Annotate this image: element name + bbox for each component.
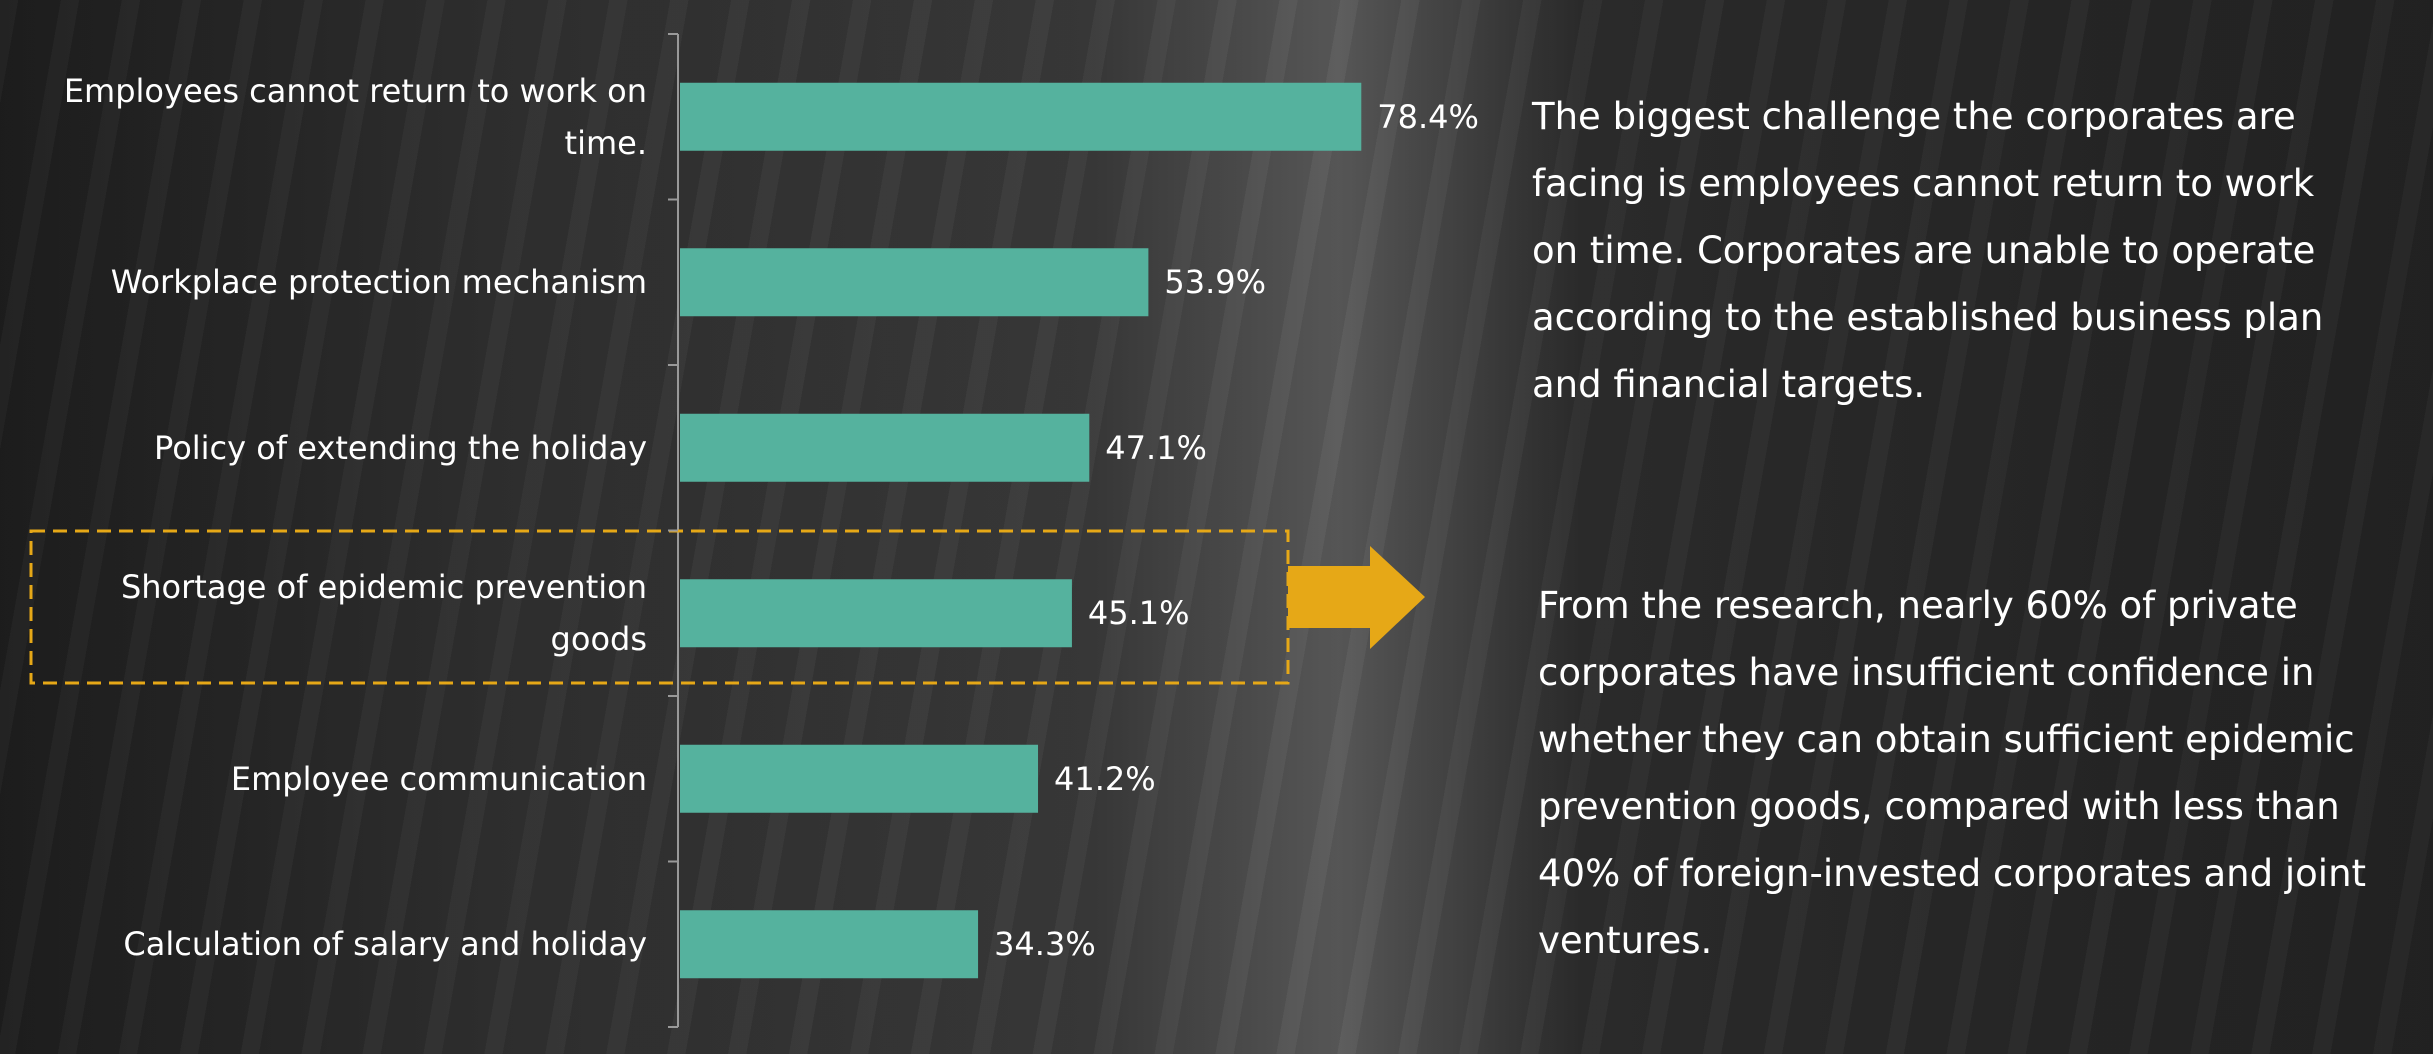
data-label: 53.9%: [1164, 263, 1267, 302]
data-label: 45.1%: [1087, 594, 1190, 633]
y-tick-label: Workplace protection mechanism: [110, 263, 647, 302]
bar: [680, 579, 1072, 648]
y-tick-label: Employees cannot return to work on time.: [63, 71, 647, 162]
y-tick-label: Calculation of salary and holiday: [123, 925, 647, 964]
y-tick-label: Policy of extending the holiday: [154, 428, 647, 467]
y-tick-label: Employee communication: [230, 759, 647, 798]
data-label: 34.3%: [994, 925, 1096, 964]
data-label: 47.1%: [1105, 428, 1207, 467]
bar: [680, 82, 1362, 151]
annotation: From the research, nearly 60% of private…: [1538, 584, 2367, 962]
bar: [680, 413, 1090, 482]
data-label: 78.4%: [1377, 97, 1479, 136]
bar: [680, 744, 1039, 813]
arrow: [1288, 546, 1425, 649]
bar: [680, 248, 1149, 317]
y-tick-label: Shortage of epidemic prevention goods: [120, 568, 647, 659]
bar: [680, 910, 979, 979]
data-label: 41.2%: [1054, 759, 1156, 798]
annotation: The biggest challenge the corporates are…: [1532, 95, 2324, 406]
